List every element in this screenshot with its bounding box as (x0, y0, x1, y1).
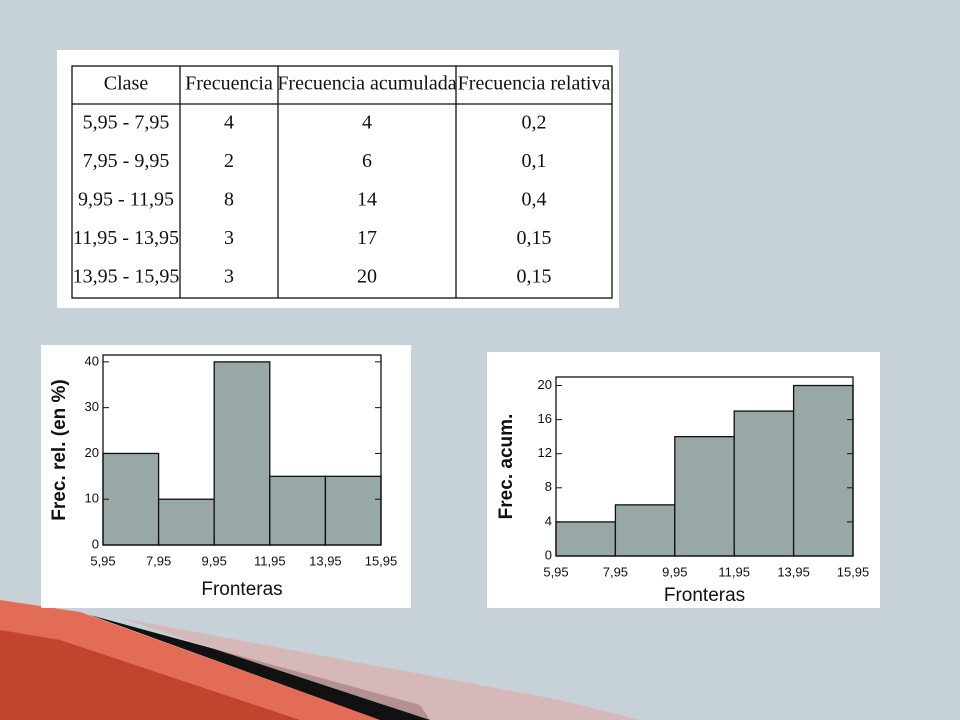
table-cell: 0,15 (517, 227, 552, 249)
table-cell: 6 (362, 150, 372, 172)
table-header: Frecuencia (185, 73, 273, 95)
bar (614, 504, 676, 557)
table-cell: 5,95 - 7,95 (83, 112, 170, 134)
table-cell: 14 (357, 189, 377, 211)
y-tick-label: 20 (85, 445, 99, 460)
x-axis-label: Fronteras (664, 585, 745, 606)
table-cell: 20 (357, 266, 377, 288)
table-cell: 4 (224, 112, 234, 134)
x-axis-label: Fronteras (201, 579, 282, 600)
y-tick-label: 20 (538, 377, 552, 392)
x-tick-label: 7,95 (146, 553, 171, 568)
table-header: Clase (104, 73, 149, 95)
table-cell: 0,2 (522, 112, 547, 134)
y-tick-label: 0 (545, 547, 552, 562)
table-cell: 3 (224, 266, 234, 288)
table-cell: 17 (357, 227, 377, 249)
table-cell: 11,95 - 13,95 (73, 227, 179, 249)
x-tick-label: 11,95 (718, 564, 750, 579)
x-tick-label: 13,95 (777, 564, 810, 579)
bar (733, 410, 795, 557)
bar (792, 384, 854, 557)
x-tick-label: 9,95 (662, 564, 687, 579)
y-tick-label: 12 (538, 445, 552, 460)
x-tick-label: 11,95 (254, 553, 286, 568)
table-cell: 0,4 (522, 189, 547, 211)
table-cell: 8 (224, 189, 234, 211)
x-tick-label: 15,95 (365, 553, 398, 568)
bar (102, 452, 160, 546)
x-tick-label: 7,95 (603, 564, 628, 579)
bar (674, 436, 735, 557)
table-cell: 13,95 - 15,95 (73, 266, 180, 288)
x-tick-label: 5,95 (90, 553, 115, 568)
decor (90, 615, 430, 720)
y-tick-label: 16 (538, 411, 552, 426)
table-frame (71, 65, 613, 299)
y-tick-label: 0 (92, 536, 99, 551)
y-axis-label: Frec. acum. (496, 414, 517, 520)
table-cell: 3 (224, 227, 234, 249)
table-cell: 4 (362, 112, 372, 134)
y-tick-label: 10 (85, 491, 99, 506)
decor (0, 600, 380, 720)
table-box (57, 50, 619, 308)
table-cell: 0,1 (522, 150, 547, 172)
bar (555, 521, 617, 557)
table-header: Frecuencia relativa (458, 73, 611, 95)
y-tick-label: 8 (545, 479, 552, 494)
x-tick-label: 5,95 (543, 564, 568, 579)
y-tick-label: 40 (85, 353, 99, 368)
table-cell: 7,95 - 9,95 (83, 150, 170, 172)
table-cell: 2 (224, 150, 234, 172)
y-axis-label: Frec. rel. (en %) (49, 379, 70, 521)
x-tick-label: 9,95 (202, 553, 227, 568)
y-tick-label: 4 (545, 513, 552, 528)
table-cell: 9,95 - 11,95 (78, 189, 174, 211)
table-cell: 0,15 (517, 266, 552, 288)
table-header: Frecuencia acumulada (277, 73, 456, 95)
bar (213, 361, 271, 546)
decor (120, 618, 640, 720)
bar (157, 498, 215, 546)
plot-frame (555, 376, 854, 557)
y-tick-label: 30 (85, 399, 99, 414)
bar (269, 475, 327, 546)
decor (0, 610, 380, 720)
bar (324, 475, 382, 546)
plot-frame (102, 354, 382, 546)
x-tick-label: 13,95 (309, 553, 342, 568)
x-tick-label: 15,95 (837, 564, 870, 579)
